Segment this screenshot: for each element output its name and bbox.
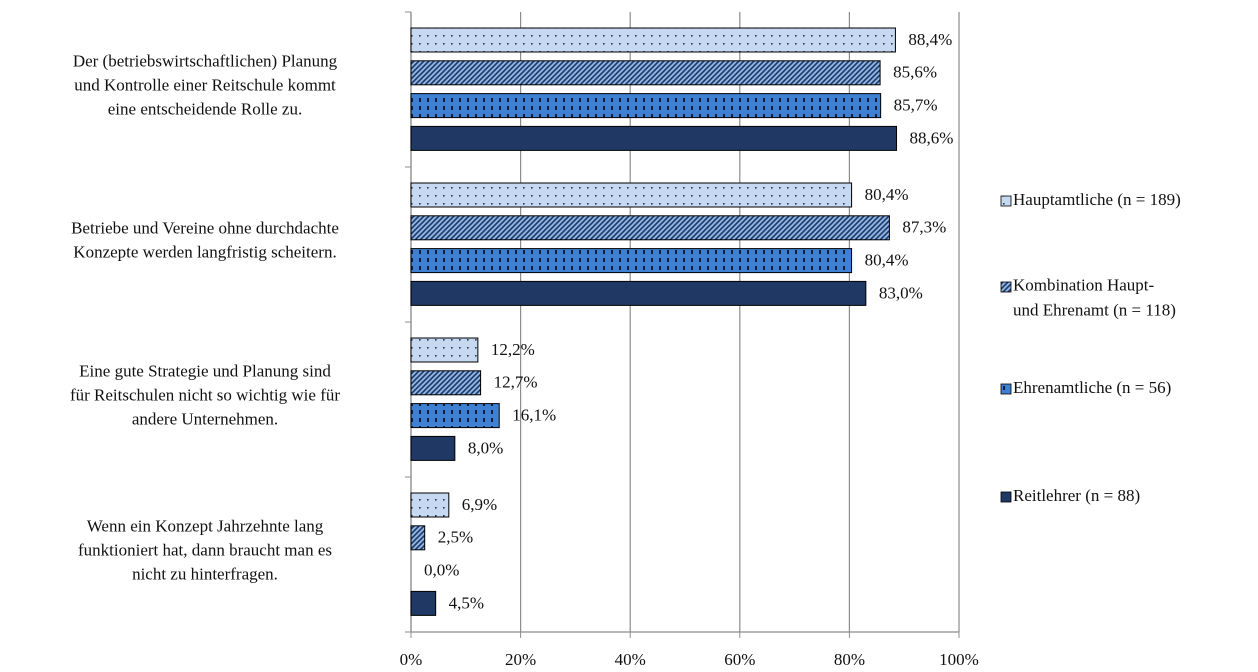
bar	[410, 525, 426, 551]
y-tick-label: Wenn ein Konzept Jahrzehnte lang funktion…	[78, 516, 332, 583]
legend-label: Ehrenamtliche (n = 56)	[1013, 378, 1171, 397]
data-label: 8,0%	[468, 438, 503, 457]
bar	[410, 60, 881, 86]
bar	[410, 435, 456, 461]
data-label: 12,2%	[491, 340, 535, 359]
y-tick-label: Eine gute Strategie und Planung sind für …	[70, 361, 340, 428]
bar	[410, 125, 898, 151]
data-label: 0,0%	[424, 561, 459, 580]
bar	[410, 93, 882, 119]
bar	[410, 215, 890, 241]
data-label: 2,5%	[438, 528, 473, 547]
y-tick-label: Betriebe und Vereine ohne durchdachte Kon…	[71, 218, 339, 261]
x-tick-label: 60%	[724, 650, 755, 669]
data-label: 83,0%	[879, 283, 923, 302]
legend-marker	[1000, 383, 1012, 395]
legend-marker	[1000, 195, 1012, 207]
data-label: 87,3%	[902, 218, 946, 237]
bar	[410, 337, 479, 363]
legend-marker	[1000, 491, 1012, 503]
bar	[410, 590, 437, 616]
x-tick-label: 0%	[400, 650, 423, 669]
legend-label: Reitlehrer (n = 88)	[1013, 486, 1140, 505]
y-tick-label: Der (betriebswirtschaftlichen) Planung un…	[73, 51, 338, 118]
data-label: 6,9%	[462, 495, 497, 514]
bar	[410, 403, 500, 429]
bar	[410, 182, 853, 208]
x-tick-label: 80%	[834, 650, 865, 669]
x-tick-label: 40%	[615, 650, 646, 669]
bar	[410, 248, 853, 274]
data-label: 80,4%	[865, 185, 909, 204]
data-label: 12,7%	[494, 373, 538, 392]
bar	[410, 27, 896, 53]
data-label: 4,5%	[449, 593, 484, 612]
bar	[410, 492, 450, 518]
x-tick-label: 100%	[939, 650, 979, 669]
bar	[410, 280, 867, 306]
bar	[410, 370, 482, 396]
data-label: 85,6%	[893, 63, 937, 82]
legend-label: Hauptamtliche (n = 189)	[1013, 190, 1181, 209]
data-label: 88,6%	[910, 128, 954, 147]
legend-marker	[1000, 281, 1012, 293]
data-label: 85,7%	[894, 96, 938, 115]
data-label: 88,4%	[908, 30, 952, 49]
data-label: 16,1%	[512, 406, 556, 425]
x-tick-label: 20%	[505, 650, 536, 669]
data-label: 80,4%	[865, 251, 909, 270]
legend-label: Kombination Haupt-und Ehrenamt (n = 118)	[1013, 275, 1176, 319]
